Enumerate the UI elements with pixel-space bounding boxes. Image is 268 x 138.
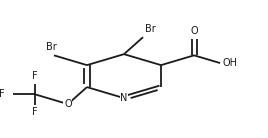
Text: O: O: [64, 99, 72, 109]
Text: N: N: [120, 93, 128, 103]
Text: Br: Br: [46, 42, 57, 52]
Text: OH: OH: [222, 58, 237, 68]
Text: Br: Br: [145, 24, 156, 34]
Text: F: F: [32, 71, 38, 81]
Text: O: O: [190, 26, 198, 36]
Text: F: F: [32, 107, 38, 117]
Text: F: F: [0, 89, 5, 99]
